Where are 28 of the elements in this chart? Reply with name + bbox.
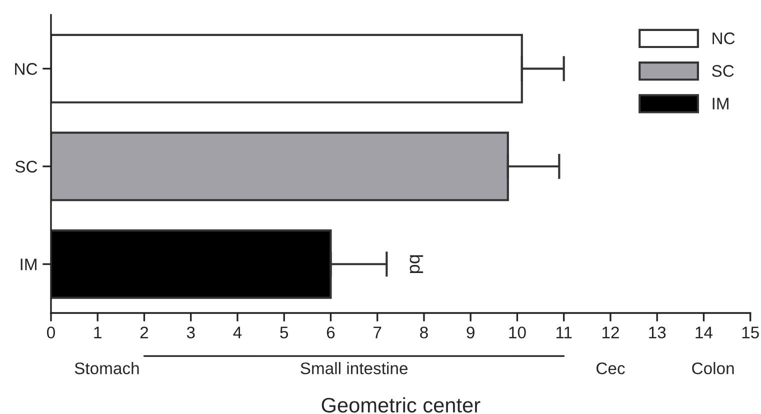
- text: Stomach: [74, 362, 139, 374]
- legend-label: IM: [712, 98, 728, 110]
- x-tick-label: 4: [233, 326, 242, 338]
- x-tick-label: 7: [374, 326, 382, 338]
- x-tick-label: 2: [140, 326, 148, 338]
- x-axis-title: Geometric center: [322, 397, 480, 413]
- x-tick-label: 1: [94, 326, 102, 338]
- x-tick-label: 11: [556, 326, 572, 338]
- x-tick-label: 9: [466, 326, 474, 338]
- annotation: bd: [410, 255, 424, 273]
- x-tick-label: 15: [742, 326, 759, 338]
- text: Small intestine: [300, 362, 408, 374]
- y-tick-label: IM: [20, 258, 36, 270]
- x-tick-label: 3: [186, 326, 195, 338]
- text: Cec: [596, 362, 625, 374]
- x-tick-label: 14: [696, 326, 713, 338]
- text: Colon: [692, 362, 734, 374]
- x-tick-label: 8: [420, 326, 428, 338]
- x-tick-label: 12: [602, 326, 619, 338]
- x-tick-label: 5: [280, 326, 288, 338]
- x-tick-label: 0: [47, 326, 55, 338]
- x-tick-label: 13: [649, 326, 666, 338]
- x-tick-label: 10: [509, 326, 526, 338]
- y-tick-label: NC: [15, 63, 38, 75]
- x-tick-label: 6: [326, 326, 335, 338]
- legend-label: SC: [712, 65, 734, 77]
- legend-label: NC: [712, 32, 735, 44]
- y-tick-label: SC: [15, 160, 38, 173]
